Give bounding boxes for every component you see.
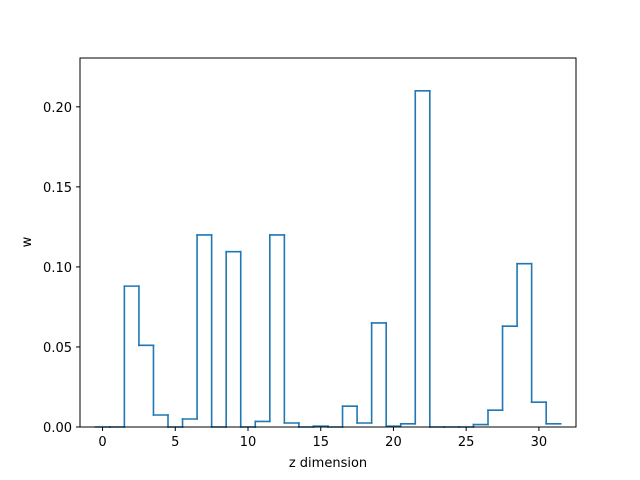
plot-area	[79, 57, 577, 428]
x-tick-label: 30	[531, 435, 548, 450]
y-tick-label: 0.00	[43, 421, 72, 436]
y-tick-label: 0.20	[43, 101, 72, 116]
x-axis-label: z dimension	[289, 456, 367, 471]
x-tick-label: 10	[240, 435, 257, 450]
y-tick-label: 0.05	[43, 341, 72, 356]
x-tick-label: 0	[98, 435, 106, 450]
y-axis-ticks: 0.00 0.05 0.10 0.15 0.20	[43, 101, 80, 436]
axes-frame	[79, 57, 577, 428]
x-tick-label: 20	[385, 435, 402, 450]
x-axis-ticks: 0 5 10 15 20 25 30	[98, 427, 547, 450]
y-tick-label: 0.10	[43, 261, 72, 276]
y-axis-label: w	[20, 236, 35, 247]
x-tick-label: 25	[458, 435, 475, 450]
x-tick-label: 5	[171, 435, 179, 450]
x-tick-label: 15	[312, 435, 329, 450]
y-tick-label: 0.15	[43, 181, 72, 196]
